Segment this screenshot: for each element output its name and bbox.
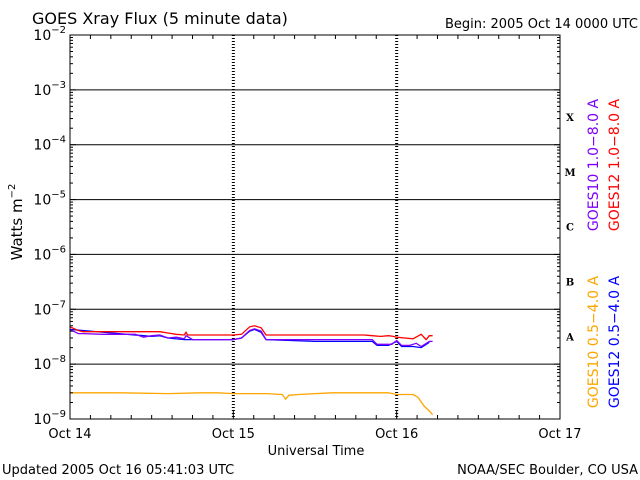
y-tick-label: 10−9 xyxy=(33,409,66,428)
legend-goes12-long-text: GOES12 1.0−8.0 A xyxy=(607,99,623,232)
y-tick-label: 10−7 xyxy=(33,299,66,318)
y-tick-label-base: 10 xyxy=(33,193,51,209)
y-tick-label: 10−4 xyxy=(33,135,66,154)
x-tick-label: Oct 14 xyxy=(48,427,91,442)
x-tick-label: Oct 16 xyxy=(375,427,418,442)
x-axis-label: Universal Time xyxy=(268,444,365,459)
grid-lines xyxy=(70,35,560,419)
flare-class-label-m: M xyxy=(564,168,575,179)
svg-text:Watts m−2: Watts m−2 xyxy=(7,184,26,261)
flare-class-label-x: X xyxy=(566,113,574,124)
series-line-0 xyxy=(69,325,433,341)
flare-class-label-c: C xyxy=(566,223,574,234)
begin-label: Begin: 2005 Oct 14 0000 UTC xyxy=(445,17,638,32)
chart-title: GOES Xray Flux (5 minute data) xyxy=(32,9,288,28)
legend-goes12-short: GOES12 0.5−4.0 A xyxy=(607,276,623,409)
footer-credit: NOAA/SEC Boulder, CO USA xyxy=(457,463,638,478)
y-tick-label: 10−3 xyxy=(33,80,66,99)
y-axis-label: Watts m−2 xyxy=(7,184,26,261)
y-tick-label: 10−2 xyxy=(33,25,66,44)
y-tick-label-exponent: −8 xyxy=(51,354,66,365)
legend: GOES10 1.0−8.0 A GOES12 1.0−8.0 A GOES10 0… xyxy=(586,99,623,409)
y-tick-label: 10−6 xyxy=(33,244,66,263)
series-line-3 xyxy=(70,392,434,416)
y-tick-label-exponent: −4 xyxy=(51,135,66,146)
legend-goes12-long: GOES12 1.0−8.0 A xyxy=(607,99,623,232)
y-tick-label: 10−8 xyxy=(33,354,66,373)
y-tick-label-exponent: −9 xyxy=(51,409,66,420)
y-tick-label: 10−5 xyxy=(33,190,66,209)
y-tick-label-base: 10 xyxy=(33,412,51,428)
series-layer xyxy=(69,325,434,416)
y-axis-label-main: Watts m xyxy=(8,198,26,260)
y-tick-label-exponent: −7 xyxy=(51,299,66,310)
y-tick-label-exponent: −3 xyxy=(51,80,66,91)
x-tick-label: Oct 15 xyxy=(212,427,255,442)
y-tick-label-exponent: −2 xyxy=(51,25,66,36)
flare-class-label-b: B xyxy=(566,278,574,289)
y-tick-label-base: 10 xyxy=(33,302,51,318)
legend-goes10-short: GOES10 0.5−4.0 A xyxy=(586,276,602,409)
x-tick-label: Oct 17 xyxy=(538,427,581,442)
legend-goes10-long: GOES10 1.0−8.0 A xyxy=(586,99,602,232)
legend-goes12-short-text: GOES12 0.5−4.0 A xyxy=(607,276,623,409)
y-tick-label-base: 10 xyxy=(33,138,51,154)
footer-updated: Updated 2005 Oct 16 05:41:03 UTC xyxy=(2,463,234,478)
y-tick-label-base: 10 xyxy=(33,83,51,99)
y-axis-label-exponent: −2 xyxy=(7,184,18,199)
series-line-2 xyxy=(69,328,430,349)
legend-goes10-short-text: GOES10 0.5−4.0 A xyxy=(586,276,602,409)
y-tick-label-exponent: −5 xyxy=(51,190,66,201)
y-tick-label-base: 10 xyxy=(33,357,51,373)
y-tick-label-base: 10 xyxy=(33,28,51,44)
series-line-1 xyxy=(69,328,433,348)
y-tick-label-base: 10 xyxy=(33,247,51,263)
flare-class-label-a: A xyxy=(565,332,574,343)
y-tick-label-exponent: −6 xyxy=(51,244,66,255)
legend-goes10-long-text: GOES10 1.0−8.0 A xyxy=(586,99,602,232)
